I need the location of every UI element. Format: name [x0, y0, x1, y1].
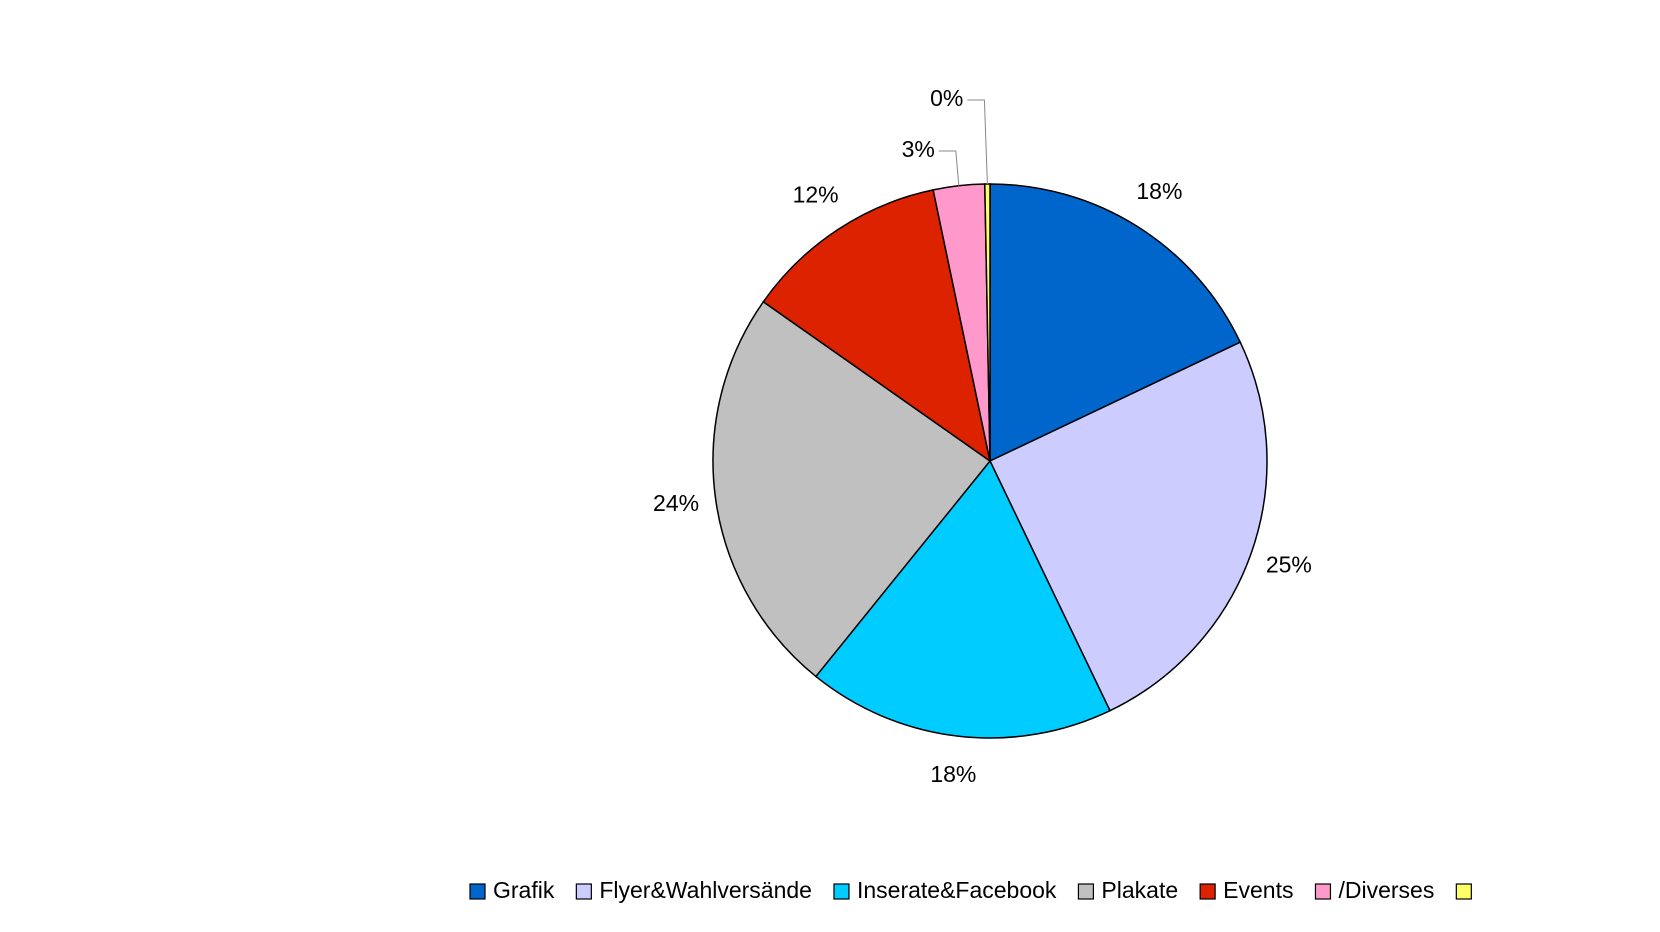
pie-slice: [984, 183, 991, 462]
legend-label: Grafik: [493, 877, 555, 903]
data-label: 25%: [1266, 552, 1312, 578]
pie-slice: [762, 189, 992, 463]
legend-swatch: [1199, 883, 1216, 900]
leader-line: [938, 150, 960, 186]
legend-swatch: [833, 883, 850, 900]
data-label: 12%: [793, 181, 839, 207]
pie-slice: [712, 300, 992, 678]
legend-swatch: [575, 883, 592, 900]
pie-slice: [814, 459, 1111, 739]
pie-slice: [989, 183, 1242, 463]
legend-label: /Diverses: [1338, 877, 1434, 903]
legend-label: Plakate: [1101, 877, 1178, 903]
data-label: 3%: [902, 136, 935, 162]
legend-swatch: [1077, 883, 1095, 900]
data-label: 24%: [653, 490, 699, 516]
leader-line: [967, 99, 988, 185]
legend-swatch: [469, 883, 486, 900]
data-label: 0%: [930, 85, 963, 111]
data-label: 18%: [1136, 178, 1182, 204]
data-label: 18%: [930, 761, 976, 787]
legend-swatch: [1314, 883, 1332, 900]
legend-label: Flyer&Wahlversände: [599, 877, 812, 903]
pie-slice: [988, 341, 1268, 712]
legend-label: Inserate&Facebook: [857, 877, 1057, 903]
legend-swatch: [1455, 883, 1472, 900]
legend-label: Events: [1223, 877, 1293, 903]
